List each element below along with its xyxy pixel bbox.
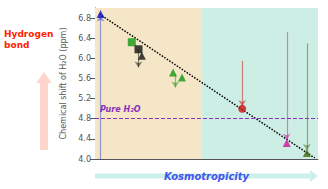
svg-text:6.8: 6.8 xyxy=(78,14,91,23)
svg-text:5.6: 5.6 xyxy=(78,74,91,83)
svg-text:5.2: 5.2 xyxy=(78,94,91,103)
svg-text:Chemical shift of H₂O (ppm): Chemical shift of H₂O (ppm) xyxy=(59,28,68,140)
svg-text:Kosmotropicity: Kosmotropicity xyxy=(164,171,250,182)
svg-text:4.4: 4.4 xyxy=(78,134,91,143)
svg-text:bond: bond xyxy=(4,40,29,50)
svg-text:Hydrogen: Hydrogen xyxy=(4,29,53,39)
svg-text:Pure H₂O: Pure H₂O xyxy=(100,105,141,114)
svg-text:4.8: 4.8 xyxy=(78,114,91,123)
svg-text:4.0: 4.0 xyxy=(78,155,91,164)
svg-text:6.0: 6.0 xyxy=(78,54,91,63)
svg-text:6.4: 6.4 xyxy=(78,34,91,43)
